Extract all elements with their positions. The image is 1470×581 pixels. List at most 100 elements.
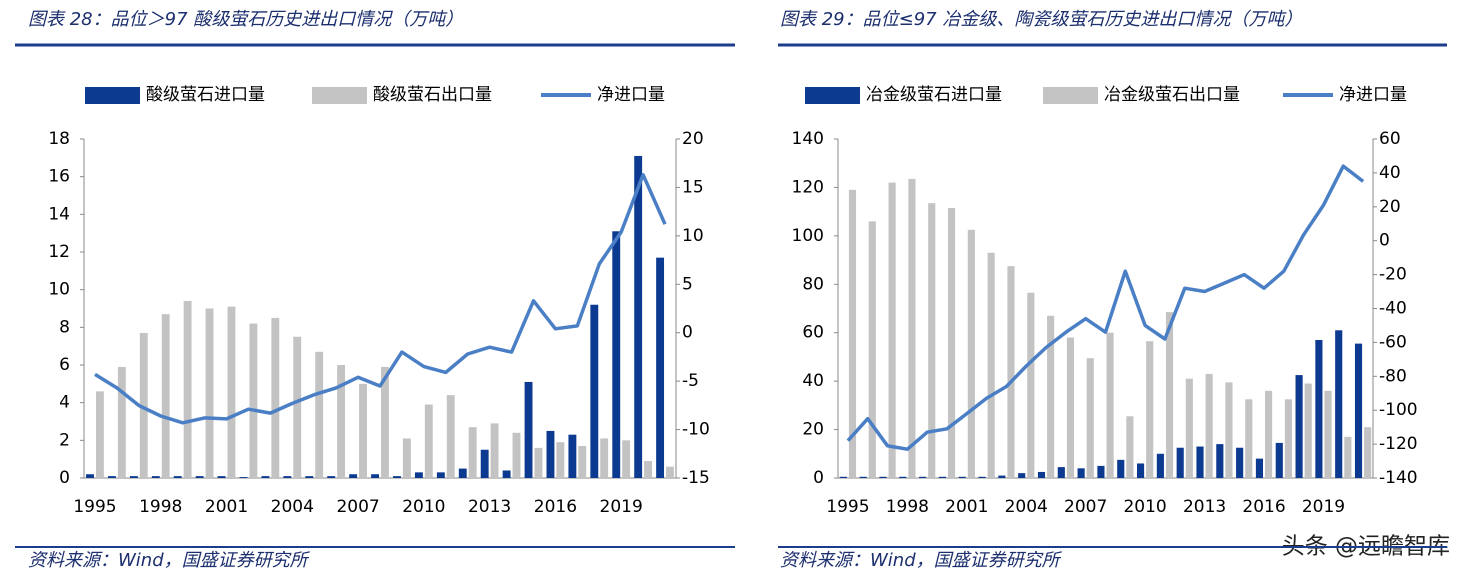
y2-tick-label: 15	[682, 177, 704, 197]
y2-tick-label: -20	[1379, 265, 1407, 285]
x-tick-label: 2007	[1064, 497, 1107, 517]
bar	[656, 257, 665, 478]
y-tick-label: 40	[802, 371, 824, 391]
bar	[1066, 337, 1075, 478]
bar	[414, 472, 423, 478]
x-tick-label: 2007	[336, 497, 379, 517]
y-tick-label: 12	[48, 242, 70, 262]
x-tick-label: 1995	[826, 497, 869, 517]
bar	[919, 476, 927, 478]
y2-tick-label: 10	[682, 226, 704, 246]
bar	[227, 306, 236, 478]
y2-tick-label: 20	[1379, 197, 1401, 217]
bar	[315, 351, 324, 478]
bar	[1216, 444, 1224, 478]
bar	[987, 252, 995, 478]
bar	[1255, 458, 1264, 478]
bar	[546, 430, 555, 478]
y2-tick-label: 40	[1379, 163, 1401, 183]
y-tick-label: 4	[59, 393, 70, 413]
y2-tick-label: 5	[682, 274, 693, 294]
bar	[490, 423, 499, 478]
bar	[512, 432, 521, 478]
bar	[879, 476, 887, 478]
x-tick-label: 2013	[468, 497, 511, 517]
x-tick-label: 1998	[139, 497, 182, 517]
bar	[1156, 453, 1164, 478]
line	[94, 173, 667, 425]
bar	[600, 438, 609, 478]
bar	[129, 476, 138, 478]
x-tick-label: 1998	[886, 497, 929, 517]
y-tick-label: 2	[59, 430, 70, 450]
chart-title: 图表 29：品位≤97 冶金级、陶瓷级萤石历史进出口情况（万吨）	[780, 9, 1302, 30]
bar	[578, 445, 587, 478]
bar	[590, 304, 599, 478]
legend-label: 净进口量	[1339, 85, 1407, 105]
bar	[1265, 390, 1273, 478]
bar	[359, 383, 367, 478]
bar	[161, 314, 170, 478]
x-tick-label: 2001	[205, 497, 248, 517]
bar	[217, 476, 226, 478]
bar	[998, 475, 1006, 478]
bar	[468, 427, 477, 478]
y2-tick-label: 20	[682, 129, 704, 149]
y2-tick-label: -140	[1379, 468, 1418, 488]
bar	[402, 438, 411, 478]
bar	[1185, 378, 1193, 478]
bar	[1196, 446, 1204, 478]
bar	[1284, 399, 1292, 478]
bar	[967, 229, 975, 478]
bar	[261, 476, 270, 478]
bar	[1136, 463, 1145, 478]
y2-tick-label: -40	[1379, 299, 1407, 319]
bar	[271, 317, 280, 478]
x-tick-label: 2019	[1302, 497, 1345, 517]
y-tick-label: 16	[48, 167, 70, 187]
y2-tick-label: -15	[682, 468, 710, 488]
bar	[381, 366, 389, 478]
bar	[86, 474, 94, 478]
x-tick-label: 2019	[600, 497, 643, 517]
y-tick-label: 60	[802, 323, 824, 343]
bar	[888, 182, 896, 479]
bar	[899, 476, 907, 478]
bar	[305, 476, 314, 478]
bar	[1315, 339, 1323, 478]
y-tick-label: 18	[48, 129, 70, 149]
bar	[1364, 427, 1372, 478]
y2-tick-label: 0	[1379, 231, 1390, 251]
bar	[556, 442, 565, 478]
x-tick-label: 2010	[402, 497, 445, 517]
bar	[1295, 375, 1303, 478]
bar	[480, 449, 489, 478]
bar	[524, 381, 533, 478]
y-tick-label: 0	[813, 468, 824, 488]
bar	[1097, 465, 1105, 478]
bar	[947, 208, 956, 478]
bar	[337, 365, 346, 478]
bar	[612, 231, 621, 478]
bar	[283, 476, 292, 478]
y-tick-label: 14	[48, 204, 70, 224]
y-tick-label: 100	[792, 226, 824, 246]
bar	[666, 466, 674, 478]
legend-label: 酸级萤石出口量	[373, 85, 492, 105]
y-tick-label: 120	[792, 177, 824, 197]
y-tick-label: 6	[59, 355, 70, 375]
y2-tick-label: -100	[1379, 400, 1418, 420]
chart-title: 图表 28：品位＞97 酸级萤石历史进出口情况（万吨）	[28, 9, 463, 30]
bar	[446, 395, 455, 478]
y2-tick-label: -80	[1379, 366, 1407, 386]
bar	[1236, 447, 1244, 478]
bar	[1018, 473, 1026, 478]
y-tick-label: 140	[792, 129, 824, 149]
bar	[1057, 467, 1065, 478]
bar	[1027, 292, 1035, 478]
y-tick-label: 0	[59, 468, 70, 488]
y2-tick-label: -60	[1379, 332, 1407, 352]
y2-tick-label: -120	[1379, 434, 1418, 454]
bar	[848, 189, 857, 478]
